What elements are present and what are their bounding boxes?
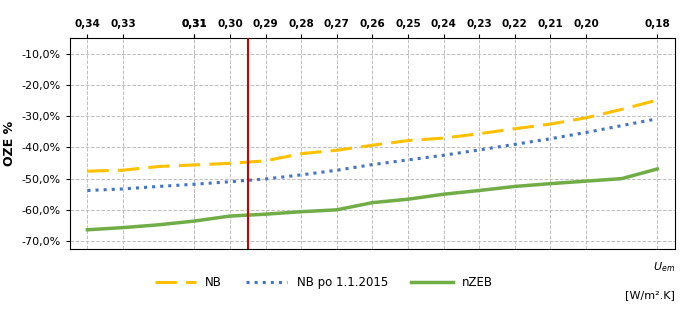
Text: [W/m².K]: [W/m².K]	[625, 290, 675, 300]
Text: U$_{em}$: U$_{em}$	[653, 261, 675, 274]
Legend: NB, NB po 1.1.2015, nZEB: NB, NB po 1.1.2015, nZEB	[150, 271, 498, 294]
Y-axis label: OZE %: OZE %	[3, 121, 16, 166]
